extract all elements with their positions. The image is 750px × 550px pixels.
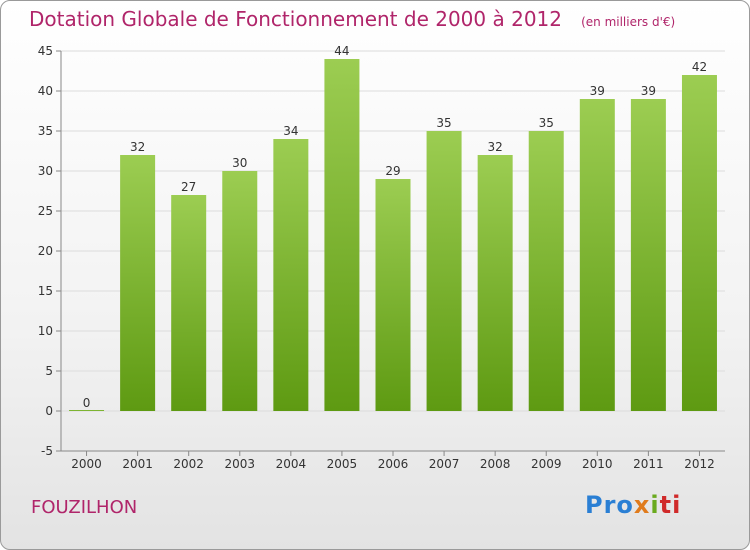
logo-part-x: x xyxy=(633,491,651,519)
proxiti-logo: Proxiti xyxy=(585,491,681,519)
bar-value-label: 34 xyxy=(283,124,298,138)
bar xyxy=(426,131,462,411)
bar xyxy=(630,99,666,411)
x-tick-label: 2001 xyxy=(122,457,153,471)
y-tick-label: 15 xyxy=(38,284,53,298)
x-tick-label: 2002 xyxy=(173,457,204,471)
bar-value-label: 32 xyxy=(130,140,145,154)
bar xyxy=(69,410,105,411)
bar-value-label: 27 xyxy=(181,180,196,194)
x-tick-label: 2004 xyxy=(276,457,307,471)
bar-value-label: 32 xyxy=(488,140,503,154)
bar xyxy=(120,155,156,411)
bar-value-label: 35 xyxy=(539,116,554,130)
bar xyxy=(528,131,564,411)
y-tick-label: -5 xyxy=(41,444,53,458)
logo-part-i: i xyxy=(650,491,660,519)
y-tick-label: 35 xyxy=(38,124,53,138)
x-tick-label: 2003 xyxy=(224,457,255,471)
x-tick-label: 2009 xyxy=(531,457,562,471)
x-tick-label: 2006 xyxy=(378,457,409,471)
y-tick-label: 25 xyxy=(38,204,53,218)
title-row: Dotation Globale de Fonctionnement de 20… xyxy=(29,7,675,31)
x-tick-label: 2008 xyxy=(480,457,511,471)
bar-value-label: 35 xyxy=(436,116,451,130)
bar-value-label: 42 xyxy=(692,60,707,74)
bar xyxy=(324,59,360,411)
bar-value-label: 39 xyxy=(590,84,605,98)
y-tick-label: 45 xyxy=(38,44,53,58)
chart-title: Dotation Globale de Fonctionnement de 20… xyxy=(29,7,562,31)
bar xyxy=(477,155,513,411)
bar xyxy=(375,179,411,411)
x-tick-label: 2012 xyxy=(684,457,715,471)
x-tick-label: 2011 xyxy=(633,457,664,471)
bar-value-label: 44 xyxy=(334,44,349,58)
x-tick-label: 2000 xyxy=(71,457,102,471)
y-tick-label: 5 xyxy=(45,364,53,378)
x-tick-label: 2005 xyxy=(327,457,358,471)
commune-name: FOUZILHON xyxy=(31,497,138,518)
y-tick-label: 30 xyxy=(38,164,53,178)
bar-value-label: 0 xyxy=(83,396,91,410)
bar-value-label: 39 xyxy=(641,84,656,98)
x-tick-label: 2010 xyxy=(582,457,613,471)
bar xyxy=(579,99,615,411)
y-tick-label: 40 xyxy=(38,84,53,98)
logo-part-ti: ti xyxy=(659,491,682,519)
bar xyxy=(171,195,207,411)
bar-value-label: 29 xyxy=(385,164,400,178)
y-tick-label: 10 xyxy=(38,324,53,338)
logo-part-pro: Pro xyxy=(585,491,634,519)
bar-value-label: 30 xyxy=(232,156,247,170)
y-tick-label: 20 xyxy=(38,244,53,258)
chart-subtitle: (en milliers d'€) xyxy=(581,15,676,29)
bar xyxy=(681,75,717,411)
bar xyxy=(222,171,258,411)
bar xyxy=(273,139,309,411)
y-tick-label: 0 xyxy=(45,404,53,418)
x-tick-label: 2007 xyxy=(429,457,460,471)
